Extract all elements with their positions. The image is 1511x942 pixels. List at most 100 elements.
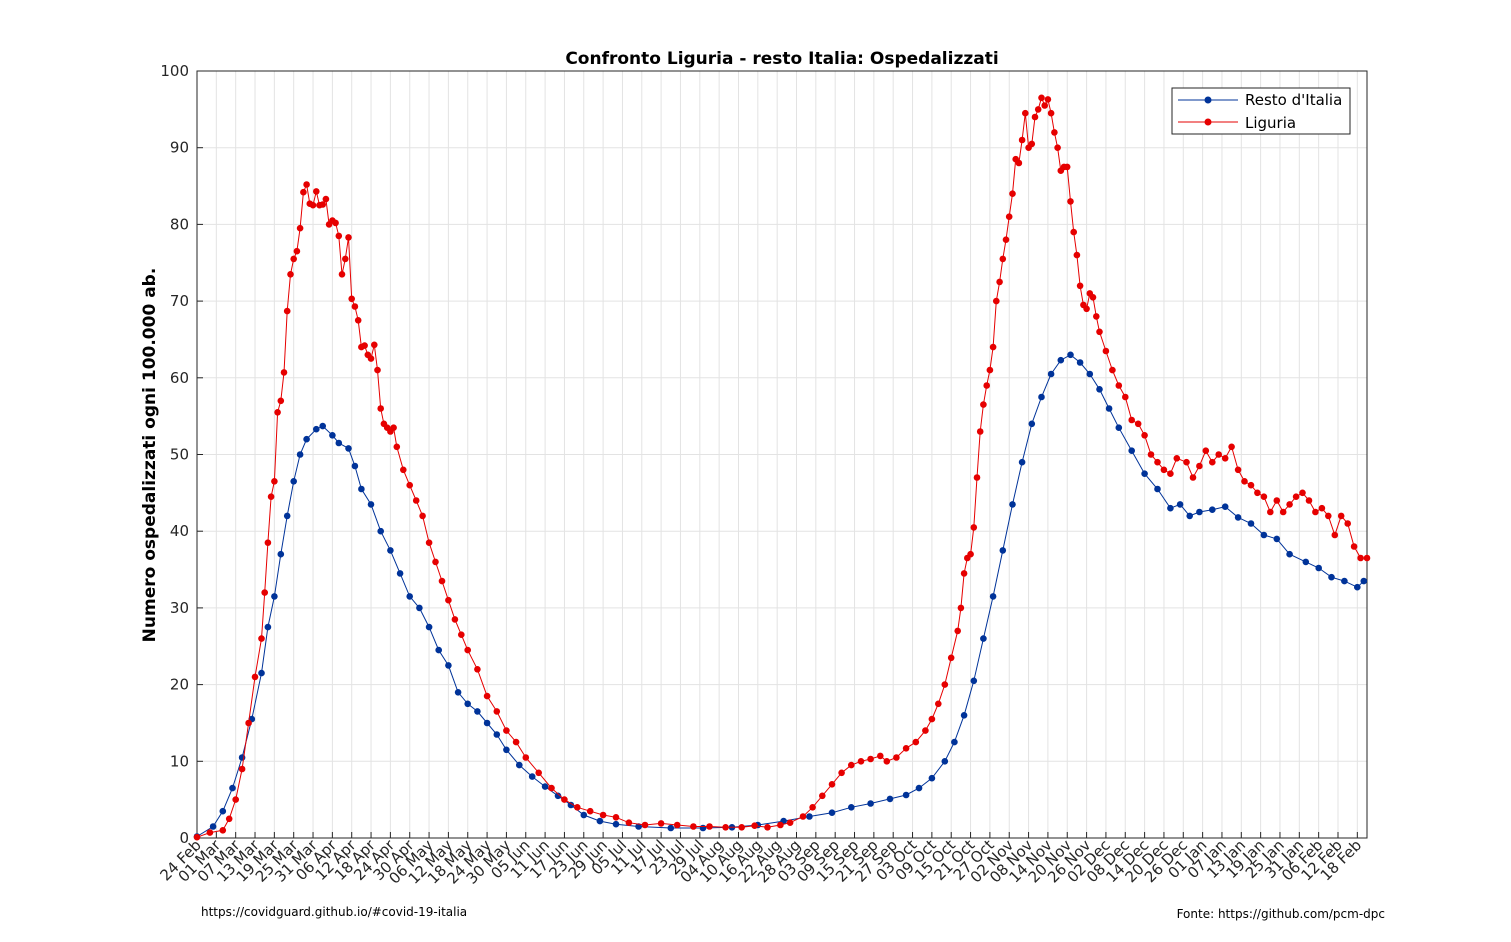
- y-tick-label: 90: [170, 139, 189, 157]
- data-point: [512, 738, 520, 746]
- data-point: [941, 758, 949, 765]
- data-point: [458, 631, 465, 638]
- data-point: [1070, 228, 1077, 236]
- data-point: [1344, 520, 1351, 527]
- data-point: [1363, 554, 1371, 562]
- data-point: [1018, 136, 1026, 144]
- data-point: [503, 746, 510, 754]
- data-point: [522, 754, 530, 761]
- data-point: [348, 295, 356, 303]
- data-point: [612, 814, 620, 821]
- y-tick-label: 100: [160, 62, 189, 80]
- data-point: [722, 824, 729, 831]
- data-point: [1022, 109, 1029, 117]
- data-point: [690, 823, 697, 830]
- data-point: [612, 820, 620, 828]
- data-point: [1057, 356, 1065, 364]
- data-point: [1328, 573, 1335, 581]
- data-point: [1234, 514, 1242, 521]
- data-point: [848, 761, 855, 769]
- data-point: [1228, 443, 1235, 451]
- data-point: [1009, 501, 1016, 508]
- data-point: [264, 623, 272, 631]
- data-point: [738, 824, 745, 831]
- data-point: [1086, 370, 1094, 378]
- data-point: [345, 445, 352, 452]
- data-point: [667, 824, 675, 832]
- data-point: [1102, 347, 1110, 355]
- data-point: [1234, 466, 1242, 474]
- data-point: [1354, 583, 1361, 591]
- data-point: [1073, 251, 1081, 259]
- chart-title: Confronto Liguria - resto Italia: Ospeda…: [565, 49, 998, 69]
- data-point: [503, 727, 510, 734]
- data-point: [280, 369, 288, 376]
- data-point: [367, 355, 375, 362]
- data-point: [1083, 305, 1090, 313]
- data-point: [1315, 564, 1322, 572]
- y-tick-label: 20: [170, 676, 189, 694]
- data-point: [287, 271, 294, 278]
- data-point: [1209, 458, 1216, 466]
- data-point: [1221, 503, 1229, 511]
- data-point: [351, 462, 359, 470]
- data-point: [313, 425, 320, 433]
- data-point: [976, 428, 984, 435]
- data-point: [322, 195, 330, 203]
- data-point: [264, 539, 272, 546]
- data-point: [799, 813, 807, 820]
- data-point: [819, 792, 826, 800]
- data-point: [960, 712, 968, 719]
- data-point: [377, 405, 385, 412]
- data-point: [983, 382, 990, 389]
- data-point: [657, 820, 665, 827]
- data-point: [1350, 543, 1358, 550]
- footer-source-link[interactable]: https://covidguard.github.io/#covid-19-i…: [201, 905, 468, 919]
- data-point: [1044, 96, 1052, 103]
- data-point: [474, 666, 481, 673]
- data-point: [1202, 447, 1210, 455]
- data-point: [296, 451, 304, 458]
- data-point: [635, 823, 642, 830]
- data-point: [274, 409, 281, 416]
- data-point: [786, 819, 794, 826]
- data-point: [986, 366, 994, 374]
- data-point: [290, 478, 298, 485]
- data-point: [877, 752, 884, 760]
- data-point: [425, 623, 433, 631]
- data-point: [219, 807, 227, 815]
- data-point: [396, 570, 404, 577]
- data-point: [1215, 451, 1222, 458]
- data-point: [1115, 424, 1123, 432]
- data-point: [332, 219, 339, 227]
- data-point: [1167, 470, 1174, 478]
- data-point: [296, 224, 304, 232]
- data-point: [528, 773, 536, 780]
- data-point: [303, 181, 310, 188]
- data-point: [1147, 451, 1155, 458]
- data-point: [751, 822, 758, 829]
- data-point: [1041, 102, 1048, 109]
- data-point: [1067, 198, 1074, 205]
- data-point: [1115, 382, 1123, 389]
- data-point: [1279, 508, 1287, 516]
- data-point: [980, 635, 987, 642]
- data-point: [1015, 159, 1023, 167]
- data-point: [1299, 489, 1306, 497]
- data-point: [625, 819, 633, 826]
- data-point: [809, 804, 816, 811]
- data-point: [993, 297, 1000, 305]
- data-point: [1247, 520, 1255, 527]
- data-point: [390, 424, 397, 432]
- data-point: [996, 278, 1003, 286]
- data-point: [229, 784, 236, 792]
- data-point: [973, 474, 981, 481]
- data-point: [912, 738, 920, 746]
- data-point: [377, 527, 385, 535]
- data-point: [406, 593, 414, 600]
- data-point: [329, 432, 336, 439]
- data-point: [902, 745, 910, 752]
- legend-marker-liguria: [1204, 118, 1212, 126]
- data-point: [1096, 328, 1103, 336]
- data-point: [258, 669, 265, 677]
